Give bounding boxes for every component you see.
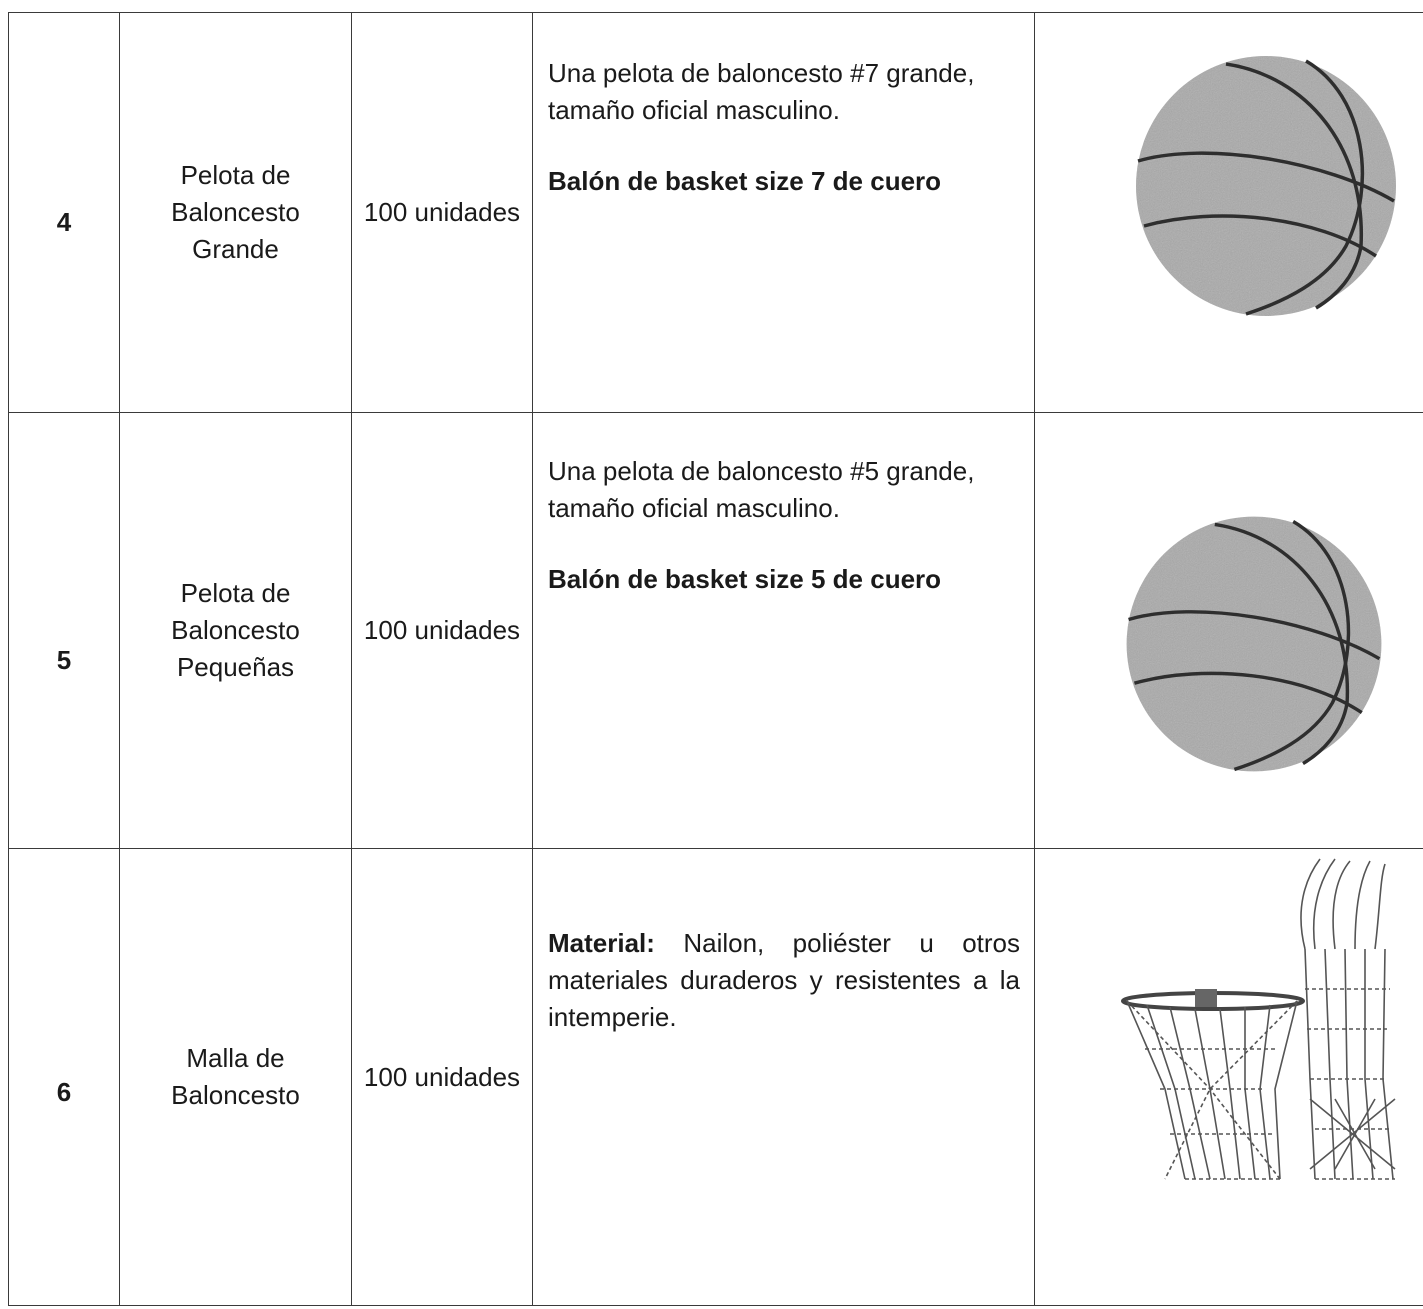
item-number: 6 xyxy=(8,848,120,1306)
item-quantity: 100 unidades xyxy=(351,848,533,1306)
item-description: Una pelota de baloncesto #5 grande, tama… xyxy=(532,412,1035,849)
bold-label: Material: xyxy=(548,928,655,958)
net-image xyxy=(1121,858,1396,1180)
item-image xyxy=(1034,12,1423,413)
table-row: 4 Pelota de Baloncesto Grande 100 unidad… xyxy=(8,12,1423,413)
description-note: Balón de basket size 7 de cuero xyxy=(548,163,1020,200)
material-text: Nailon, poliéster u otros materiales dur… xyxy=(548,928,1020,1032)
item-name: Malla de Baloncesto xyxy=(119,848,352,1306)
description-text: Material: Nailon, poliéster u otros mate… xyxy=(548,925,1020,1036)
item-image xyxy=(1034,848,1423,1306)
basketball-image xyxy=(1035,13,1423,403)
item-quantity: 100 unidades xyxy=(351,12,533,413)
description-note: Balón de basket size 5 de cuero xyxy=(548,561,1020,598)
product-table: 4 Pelota de Baloncesto Grande 100 unidad… xyxy=(8,12,1423,1306)
bold-text: Balón de basket size 7 de cuero xyxy=(548,166,942,196)
table-row: 5 Pelota de Baloncesto Pequeñas 100 unid… xyxy=(8,412,1423,849)
item-number: 4 xyxy=(8,12,120,413)
item-image xyxy=(1034,412,1423,849)
item-number: 5 xyxy=(8,412,120,849)
item-quantity: 100 unidades xyxy=(351,412,533,849)
item-description: Una pelota de baloncesto #7 grande, tama… xyxy=(532,12,1035,413)
description-text: Una pelota de baloncesto #5 grande, tama… xyxy=(548,456,975,523)
item-name: Pelota de Baloncesto Pequeñas xyxy=(119,412,352,849)
bold-text: Balón de basket size 5 de cuero xyxy=(548,564,942,594)
table-row: 6 Malla de Baloncesto 100 unidades Mater… xyxy=(8,848,1423,1306)
item-name: Pelota de Baloncesto Grande xyxy=(119,12,352,413)
basketball-image xyxy=(1035,413,1423,843)
item-description: Material: Nailon, poliéster u otros mate… xyxy=(532,848,1035,1306)
description-text: Una pelota de baloncesto #7 grande, tama… xyxy=(548,58,975,125)
